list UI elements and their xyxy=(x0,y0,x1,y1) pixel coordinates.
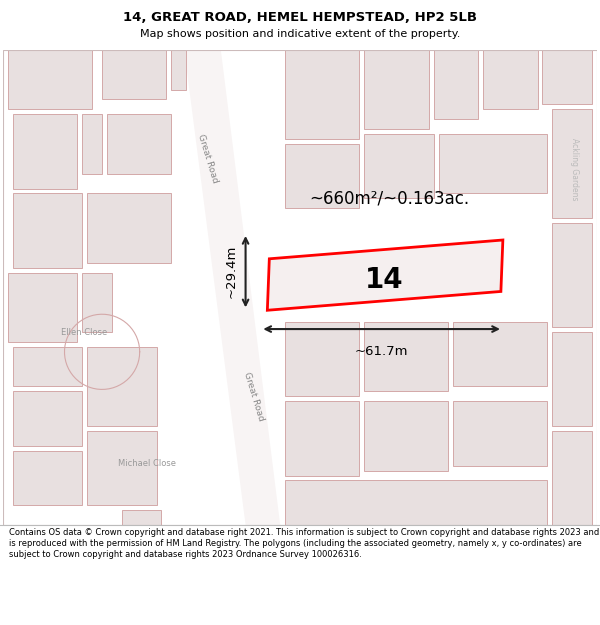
Polygon shape xyxy=(364,401,448,471)
Polygon shape xyxy=(82,114,102,174)
Polygon shape xyxy=(285,401,359,476)
Text: Map shows position and indicative extent of the property.: Map shows position and indicative extent… xyxy=(140,29,460,39)
Polygon shape xyxy=(483,50,538,109)
Polygon shape xyxy=(102,50,166,99)
Text: Ackling Gardens: Ackling Gardens xyxy=(569,138,578,200)
Text: 14: 14 xyxy=(365,266,403,294)
Polygon shape xyxy=(434,50,478,119)
Polygon shape xyxy=(82,272,112,332)
Polygon shape xyxy=(13,347,82,386)
Text: Michael Close: Michael Close xyxy=(118,459,176,468)
Polygon shape xyxy=(364,322,448,391)
Polygon shape xyxy=(13,451,82,505)
Text: ~29.4m: ~29.4m xyxy=(224,245,238,298)
Polygon shape xyxy=(87,347,157,426)
Polygon shape xyxy=(13,114,77,189)
Polygon shape xyxy=(285,322,359,396)
Text: Contains OS data © Crown copyright and database right 2021. This information is : Contains OS data © Crown copyright and d… xyxy=(9,528,599,559)
Polygon shape xyxy=(439,134,547,194)
Polygon shape xyxy=(8,272,77,342)
Polygon shape xyxy=(553,109,592,218)
Polygon shape xyxy=(542,50,592,104)
Polygon shape xyxy=(184,50,280,525)
Text: Ellen Close: Ellen Close xyxy=(61,328,107,336)
Polygon shape xyxy=(454,322,547,386)
Polygon shape xyxy=(553,332,592,426)
Polygon shape xyxy=(553,431,592,525)
Polygon shape xyxy=(87,431,157,505)
Polygon shape xyxy=(13,194,82,268)
Polygon shape xyxy=(364,134,434,199)
Polygon shape xyxy=(87,194,172,262)
Polygon shape xyxy=(268,240,503,310)
Polygon shape xyxy=(107,114,172,174)
Polygon shape xyxy=(454,401,547,466)
Polygon shape xyxy=(285,144,359,208)
Polygon shape xyxy=(8,50,92,109)
Text: Great Road: Great Road xyxy=(196,133,220,184)
Polygon shape xyxy=(13,391,82,446)
Polygon shape xyxy=(285,50,359,139)
Text: ~660m²/~0.163ac.: ~660m²/~0.163ac. xyxy=(309,189,469,208)
Polygon shape xyxy=(285,481,547,525)
Text: 14, GREAT ROAD, HEMEL HEMPSTEAD, HP2 5LB: 14, GREAT ROAD, HEMEL HEMPSTEAD, HP2 5LB xyxy=(123,11,477,24)
Polygon shape xyxy=(172,50,186,89)
Polygon shape xyxy=(553,223,592,327)
Text: ~61.7m: ~61.7m xyxy=(355,345,409,358)
Text: Great Road: Great Road xyxy=(242,371,265,422)
Polygon shape xyxy=(122,510,161,525)
Polygon shape xyxy=(364,50,428,129)
